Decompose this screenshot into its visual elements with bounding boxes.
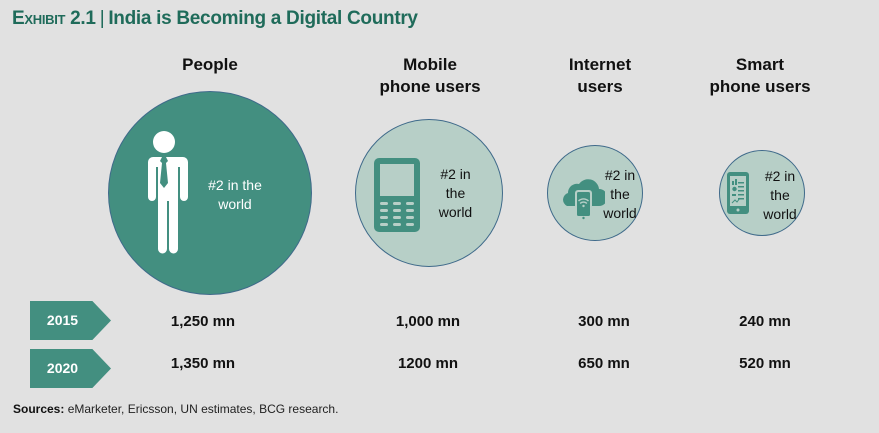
cloud-wifi-phone-icon bbox=[563, 179, 605, 220]
heading-line: phone users bbox=[379, 77, 481, 96]
rank-line: world bbox=[218, 196, 252, 212]
sources-label: Sources: bbox=[13, 402, 65, 416]
column-heading-people: People bbox=[150, 54, 270, 76]
column-heading-internet: Internet users bbox=[540, 54, 660, 98]
rank-line: world bbox=[603, 205, 637, 221]
rank-text: #2 in the world bbox=[600, 166, 640, 223]
rank-line: world bbox=[763, 206, 797, 222]
value-smartphone-2015: 240 mn bbox=[739, 313, 791, 330]
rank-text: #2 in the world bbox=[428, 165, 483, 222]
exhibit-label: Exhibit 2.1 bbox=[12, 8, 96, 29]
exhibit-title: Exhibit 2.1 | India is Becoming a Digital … bbox=[12, 8, 418, 30]
value-people-2015: 1,250 mn bbox=[170, 313, 236, 330]
internet-circle: #2 in the world bbox=[547, 145, 643, 241]
rank-line: #2 in bbox=[764, 168, 796, 184]
value-mobile-2015: 1,000 mn bbox=[395, 313, 461, 330]
column-heading-mobile: Mobile phone users bbox=[360, 54, 500, 98]
value-mobile-2020: 1200 mn bbox=[397, 355, 459, 372]
year-tag-2015: 2015 bbox=[30, 301, 111, 340]
smartphone-icon bbox=[727, 172, 749, 214]
mobile-phone-icon bbox=[374, 158, 420, 232]
sources-note: Sources: eMarketer, Ericsson, UN estimat… bbox=[13, 402, 338, 416]
mobile-circle: #2 in the world bbox=[355, 119, 503, 267]
rank-line: the bbox=[445, 185, 466, 201]
value-internet-2020: 650 mn bbox=[578, 355, 630, 372]
year-tag-2020: 2020 bbox=[30, 349, 111, 388]
person-icon bbox=[145, 131, 188, 254]
heading-line: phone users bbox=[709, 77, 811, 96]
rank-line: #2 in the bbox=[208, 177, 262, 193]
year-label: 2020 bbox=[46, 360, 79, 376]
rank-line: the bbox=[610, 186, 630, 202]
value-internet-2015: 300 mn bbox=[578, 313, 630, 330]
value-people-2020: 1,350 mn bbox=[170, 355, 236, 372]
smartphone-circle: #2 in the world bbox=[719, 150, 805, 236]
value-smartphone-2020: 520 mn bbox=[739, 355, 791, 372]
heading-line: Smart bbox=[735, 55, 785, 74]
title-separator: | bbox=[99, 8, 105, 29]
people-circle: #2 in the world bbox=[108, 91, 312, 295]
column-heading-smartphone: Smart phone users bbox=[690, 54, 830, 98]
rank-line: #2 in bbox=[440, 166, 471, 182]
year-label: 2015 bbox=[46, 312, 79, 328]
sources-text: eMarketer, Ericsson, UN estimates, BCG r… bbox=[64, 402, 339, 416]
rank-line: #2 in bbox=[604, 167, 636, 183]
heading-line: Internet bbox=[568, 55, 632, 74]
heading-line: Mobile bbox=[403, 55, 457, 74]
heading-line: users bbox=[577, 77, 623, 96]
rank-text: #2 in the world bbox=[758, 167, 802, 224]
rank-line: the bbox=[770, 187, 790, 203]
title-text: India is Becoming a Digital Country bbox=[108, 8, 418, 29]
rank-line: world bbox=[438, 204, 473, 220]
rank-text: #2 in the world bbox=[195, 176, 275, 214]
heading-line: People bbox=[182, 55, 238, 74]
